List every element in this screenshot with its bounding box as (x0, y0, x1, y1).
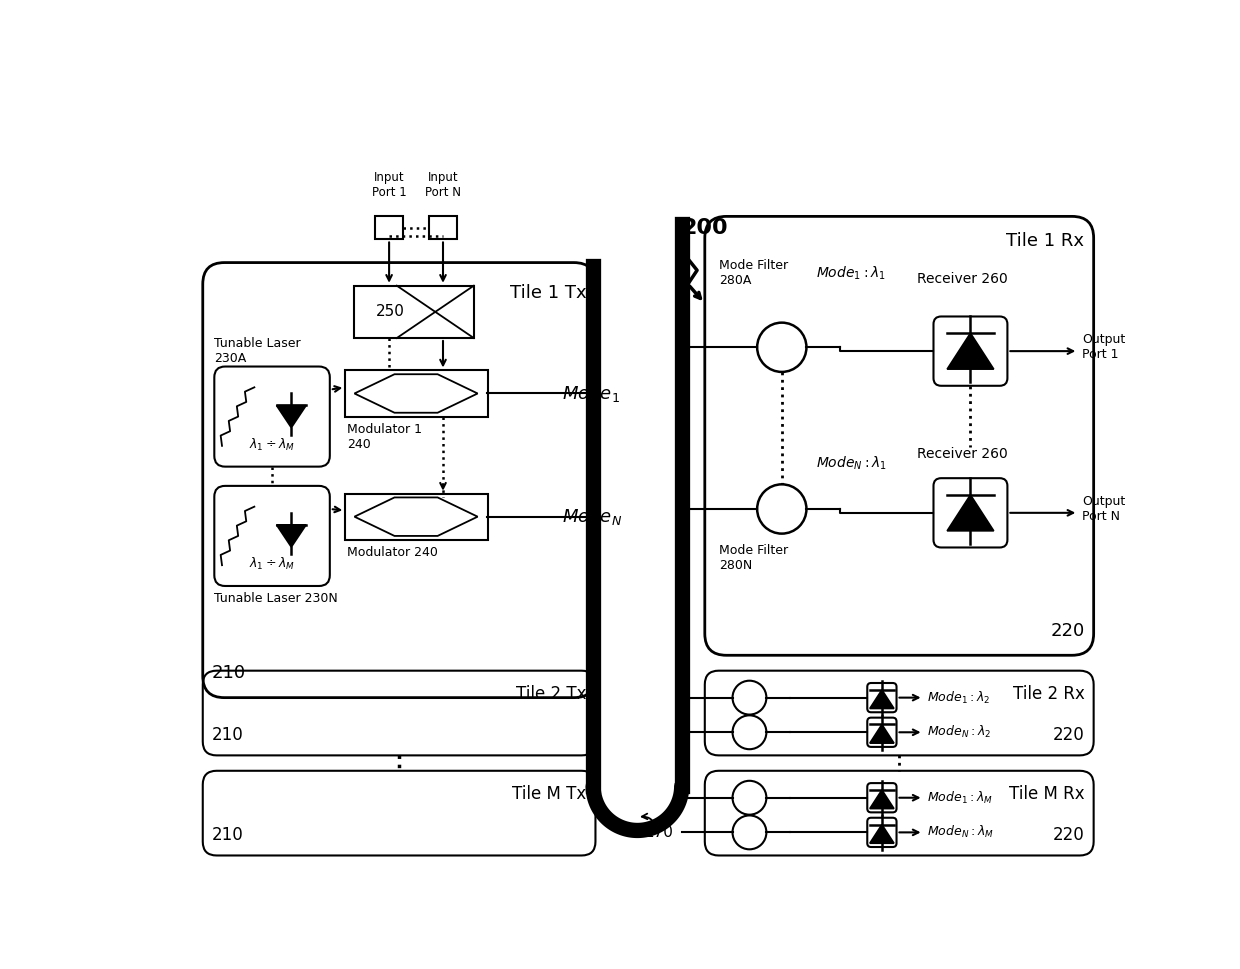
Polygon shape (869, 790, 894, 808)
Bar (355, 286, 474, 338)
Text: $\mathit{Mode}_1 : \lambda_2$: $\mathit{Mode}_1 : \lambda_2$ (928, 690, 991, 705)
Text: $\mathit{Mode}_1 : \lambda_1$: $\mathit{Mode}_1 : \lambda_1$ (816, 265, 887, 282)
Text: Mode Filter
280A: Mode Filter 280A (719, 259, 787, 287)
Polygon shape (947, 333, 993, 369)
Text: $\mathit{Mode}_1$: $\mathit{Mode}_1$ (563, 383, 620, 404)
Text: 210: 210 (212, 726, 244, 744)
Text: $\lambda_1 \div \lambda_M$: $\lambda_1 \div \lambda_M$ (249, 556, 295, 572)
Text: Tile 1 Rx: Tile 1 Rx (1007, 232, 1085, 250)
Polygon shape (869, 690, 894, 708)
Text: 210: 210 (212, 826, 244, 844)
Bar (429, 216, 456, 239)
Text: 210: 210 (212, 664, 246, 682)
Text: Input
Port N: Input Port N (425, 172, 461, 200)
Text: Receiver 260: Receiver 260 (918, 448, 1008, 461)
Text: Tile 2 Rx: Tile 2 Rx (1013, 684, 1085, 703)
Text: 270: 270 (645, 825, 673, 840)
Polygon shape (869, 725, 894, 743)
Text: 220: 220 (1053, 726, 1085, 744)
Text: Tunable Laser 230N: Tunable Laser 230N (215, 592, 339, 605)
Text: $\mathit{Mode}_N : \lambda_M$: $\mathit{Mode}_N : \lambda_M$ (928, 825, 994, 840)
Text: Output
Port N: Output Port N (1083, 495, 1126, 523)
Text: $\mathit{Mode}_N : \lambda_1$: $\mathit{Mode}_N : \lambda_1$ (816, 455, 888, 473)
Text: $\mathit{Mode}_N : \lambda_2$: $\mathit{Mode}_N : \lambda_2$ (928, 724, 991, 740)
Bar (345, 370, 487, 417)
Text: Tile M Rx: Tile M Rx (1009, 785, 1085, 802)
Text: Tile 2 Tx: Tile 2 Tx (516, 684, 587, 703)
Text: Tile M Tx: Tile M Tx (512, 785, 587, 802)
Text: Modulator 240: Modulator 240 (347, 546, 438, 559)
Text: Output
Port 1: Output Port 1 (1083, 333, 1126, 361)
Text: 200: 200 (682, 218, 728, 238)
Polygon shape (947, 495, 993, 531)
Text: 220: 220 (1053, 826, 1085, 844)
Text: Tunable Laser
230A: Tunable Laser 230A (215, 337, 301, 365)
Text: $\lambda_1 \div \lambda_M$: $\lambda_1 \div \lambda_M$ (249, 437, 295, 453)
Text: $\mathit{Mode}_N$: $\mathit{Mode}_N$ (563, 506, 622, 527)
Text: Input
Port 1: Input Port 1 (372, 172, 407, 200)
Bar (376, 216, 403, 239)
Text: Mode Filter
280N: Mode Filter 280N (719, 544, 787, 572)
Polygon shape (277, 525, 306, 547)
Polygon shape (869, 825, 894, 843)
Text: Receiver 260: Receiver 260 (918, 272, 1008, 286)
Bar (345, 493, 487, 540)
Text: 250: 250 (376, 304, 405, 320)
Text: Tile 1 Tx: Tile 1 Tx (510, 284, 587, 302)
Text: 220: 220 (1050, 622, 1085, 640)
Text: Modulator 1
240: Modulator 1 240 (347, 422, 422, 451)
Polygon shape (277, 405, 306, 427)
Text: $\mathit{Mode}_1 : \lambda_M$: $\mathit{Mode}_1 : \lambda_M$ (928, 790, 993, 806)
